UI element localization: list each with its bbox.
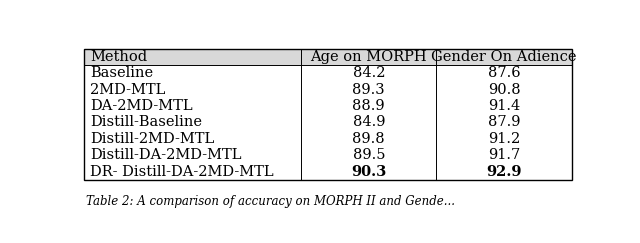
- Text: 88.9: 88.9: [353, 99, 385, 113]
- Text: Distill-DA-2MD-MTL: Distill-DA-2MD-MTL: [90, 148, 241, 162]
- Text: 90.3: 90.3: [351, 165, 387, 179]
- Text: 89.8: 89.8: [353, 132, 385, 146]
- Bar: [84, 131, 572, 147]
- Bar: [84, 114, 572, 131]
- Bar: [84, 147, 572, 163]
- Text: 91.4: 91.4: [488, 99, 520, 113]
- Text: DA-2MD-MTL: DA-2MD-MTL: [90, 99, 193, 113]
- Text: 87.9: 87.9: [488, 115, 520, 130]
- Text: 91.2: 91.2: [488, 132, 520, 146]
- Text: 90.8: 90.8: [488, 83, 520, 97]
- Text: 2MD-MTL: 2MD-MTL: [90, 83, 165, 97]
- Text: Baseline: Baseline: [90, 66, 153, 80]
- Text: 87.6: 87.6: [488, 66, 520, 80]
- Text: Method: Method: [90, 50, 147, 64]
- Text: 89.5: 89.5: [353, 148, 385, 162]
- Text: Age on MORPH: Age on MORPH: [310, 50, 427, 64]
- Text: 84.2: 84.2: [353, 66, 385, 80]
- Text: Gender On Adience: Gender On Adience: [431, 50, 577, 64]
- Text: Table 2: A comparison of accuracy on MORPH II and Gende...: Table 2: A comparison of accuracy on MOR…: [86, 195, 456, 208]
- Text: Distill-Baseline: Distill-Baseline: [90, 115, 202, 130]
- Text: 84.9: 84.9: [353, 115, 385, 130]
- Text: 92.9: 92.9: [486, 165, 522, 179]
- Text: Distill-2MD-MTL: Distill-2MD-MTL: [90, 132, 214, 146]
- Text: 91.7: 91.7: [488, 148, 520, 162]
- Text: 89.3: 89.3: [353, 83, 385, 97]
- Bar: [84, 163, 572, 180]
- Text: DR- Distill-DA-2MD-MTL: DR- Distill-DA-2MD-MTL: [90, 165, 273, 179]
- Bar: [84, 65, 572, 82]
- Bar: [84, 49, 572, 65]
- Bar: [84, 98, 572, 114]
- Bar: [84, 82, 572, 98]
